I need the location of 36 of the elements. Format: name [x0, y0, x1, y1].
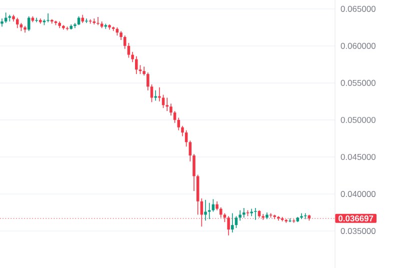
y-tick-label: 0.050000	[340, 116, 376, 123]
candlestick	[127, 42, 130, 58]
candlestick	[170, 103, 172, 116]
candlestick	[238, 210, 242, 222]
candlestick	[16, 17, 19, 29]
candlestick	[131, 51, 134, 63]
candlestick	[184, 130, 188, 147]
candlestick	[27, 16, 30, 32]
candlestick	[158, 86, 161, 102]
candlestick	[242, 208, 246, 218]
candlestick	[146, 72, 150, 91]
candlestick	[300, 212, 303, 220]
y-tick-label: 0.055000	[340, 80, 376, 86]
y-tick-label: 0.065000	[340, 6, 376, 12]
candlestick	[234, 216, 238, 228]
candlestick	[250, 208, 253, 217]
y-tick-label: 0.035000	[340, 228, 376, 234]
candlestick	[135, 56, 138, 74]
y-tick-label: 0.040000	[340, 190, 376, 197]
candlestick	[192, 154, 196, 192]
candlestick	[173, 110, 176, 124]
candlestick	[188, 140, 192, 162]
candlestick	[177, 117, 180, 131]
candlestick	[231, 212, 234, 233]
candlestick	[0, 18, 4, 28]
ref-line-label: 0.036697	[338, 215, 374, 222]
candlestick	[181, 125, 184, 137]
candlestick	[166, 97, 169, 112]
candlestick	[204, 199, 207, 222]
y-tick-label: 0.060000	[340, 42, 376, 49]
y-tick-label: 0.045000	[340, 154, 376, 160]
candlestick	[212, 198, 215, 212]
candlestick	[123, 35, 126, 50]
candlestick	[154, 90, 157, 102]
candlestick	[85, 18, 88, 24]
candlestick	[162, 94, 165, 108]
